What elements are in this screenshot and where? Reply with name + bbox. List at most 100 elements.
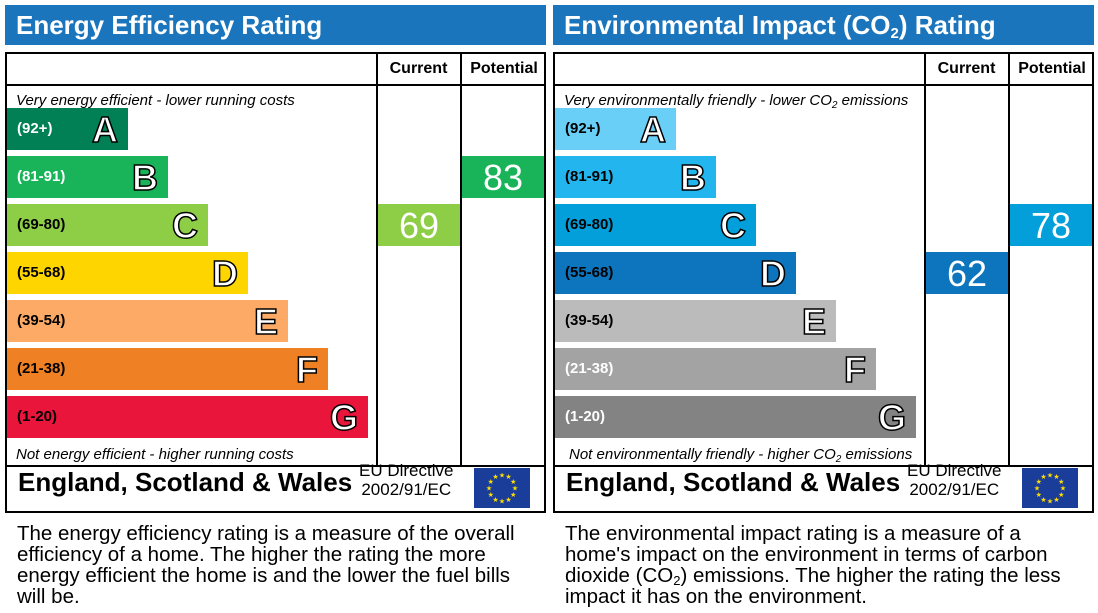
band-e: (39-54) E bbox=[7, 300, 288, 343]
band-b: (81-91) B bbox=[555, 156, 716, 199]
environmental-impact-panel: Environmental Impact (CO2) Rating Curren… bbox=[553, 5, 1094, 613]
current-header: Current bbox=[389, 60, 448, 77]
eu-star-icon: ★ bbox=[1036, 491, 1042, 499]
band-range-label: (21-38) bbox=[17, 360, 66, 377]
eu-flag-icon: ★ ★★★★★★★★★★★ bbox=[1022, 468, 1078, 508]
band-g: (1-20) G bbox=[555, 396, 916, 439]
eu-flag-background bbox=[474, 468, 530, 508]
eu-star-icon: ★ bbox=[499, 498, 505, 506]
band-range-label: (39-54) bbox=[17, 312, 66, 329]
environment-description: The environmental impact rating is a mea… bbox=[565, 523, 1090, 607]
footer-region: England, Scotland & Wales bbox=[566, 467, 901, 497]
band-letter: F bbox=[843, 348, 867, 391]
bottom-text-sub: 2 bbox=[835, 454, 842, 465]
energy-description: The energy efficiency rating is a measur… bbox=[17, 522, 515, 608]
footer-divider bbox=[7, 465, 544, 467]
eu-star-icon: ★ bbox=[1053, 496, 1059, 504]
band-range-label: (69-80) bbox=[565, 216, 614, 233]
band-letter: G bbox=[329, 396, 359, 439]
band-letter: D bbox=[211, 252, 239, 295]
eu-directive-line1: EU Directive bbox=[359, 461, 454, 480]
band-letter: A bbox=[91, 108, 119, 151]
environment-desc-before: The environmental impact rating is a mea… bbox=[565, 522, 1048, 587]
band-d: (55-68) D bbox=[7, 252, 248, 295]
band-range-label: (92+) bbox=[17, 120, 53, 137]
band-range-label: (81-91) bbox=[565, 168, 614, 185]
band-letter: E bbox=[801, 300, 827, 343]
potential-header: Potential bbox=[470, 60, 538, 77]
eu-star-icon: ★ bbox=[512, 485, 518, 493]
bottom-text-after: emissions bbox=[841, 446, 913, 463]
bottom-scale-text: Not environmentally friendly - higher CO… bbox=[569, 446, 913, 465]
band-d: (55-68) D bbox=[555, 252, 796, 295]
eu-star-icon: ★ bbox=[488, 491, 494, 499]
eu-star-icon: ★ bbox=[499, 472, 505, 480]
top-scale-text: Very energy efficient - lower running co… bbox=[16, 92, 295, 109]
band-letter: C bbox=[719, 204, 747, 247]
eu-star-icon: ★ bbox=[1047, 472, 1053, 480]
band-f: (21-38) F bbox=[7, 348, 328, 391]
eu-star-icon: ★ bbox=[505, 473, 511, 481]
eu-star-icon: ★ bbox=[492, 473, 498, 481]
environment-title-before: Environmental Impact (CO bbox=[564, 10, 891, 40]
band-letter: F bbox=[295, 348, 319, 391]
current-rating: 69 bbox=[378, 204, 460, 246]
eu-star-icon: ★ bbox=[1040, 473, 1046, 481]
eu-directive-line1: EU Directive bbox=[907, 461, 1002, 480]
environment-desc-sub: 2 bbox=[673, 573, 681, 588]
eu-directive: EU Directive 2002/91/EC bbox=[359, 461, 453, 499]
band-b: (81-91) B bbox=[7, 156, 168, 199]
band-letter: E bbox=[253, 300, 279, 343]
eu-star-icon: ★ bbox=[492, 496, 498, 504]
potential-rating: 78 bbox=[1010, 204, 1092, 246]
eu-star-icon: ★ bbox=[1058, 478, 1064, 486]
band-a: (92+) A bbox=[555, 108, 676, 151]
band-range-label: (1-20) bbox=[565, 408, 606, 425]
eu-directive: EU Directive 2002/91/EC bbox=[907, 461, 1001, 499]
band-letter: B bbox=[131, 156, 159, 199]
eu-star-icon: ★ bbox=[1040, 496, 1046, 504]
band-c: (69-80) C bbox=[555, 204, 756, 247]
bottom-scale-text: Not energy efficient - higher running co… bbox=[16, 446, 294, 463]
energy-rating-table: Current Potential Very energy efficient … bbox=[5, 52, 546, 513]
eu-star-icon: ★ bbox=[1053, 473, 1059, 481]
energy-efficiency-panel: Energy Efficiency Rating Current Potenti… bbox=[5, 5, 546, 613]
eu-star-icon: ★ bbox=[1058, 491, 1064, 499]
header-divider bbox=[555, 84, 1092, 86]
band-e: (39-54) E bbox=[555, 300, 836, 343]
band-letter: A bbox=[639, 108, 667, 151]
potential-column-divider bbox=[460, 54, 462, 465]
eu-star-icon: ★ bbox=[1034, 485, 1040, 493]
band-c: (69-80) C bbox=[7, 204, 208, 247]
band-letter: C bbox=[171, 204, 199, 247]
band-letter: B bbox=[679, 156, 707, 199]
current-header: Current bbox=[937, 60, 996, 77]
band-range-label: (69-80) bbox=[17, 216, 66, 233]
band-range-label: (92+) bbox=[565, 120, 601, 137]
current-rating: 62 bbox=[926, 252, 1008, 294]
current-column-divider bbox=[924, 54, 926, 465]
footer-divider bbox=[555, 465, 1092, 467]
environment-title-after: ) Rating bbox=[898, 10, 996, 40]
eu-star-icon: ★ bbox=[510, 478, 516, 486]
band-letter: D bbox=[759, 252, 787, 295]
potential-rating: 83 bbox=[462, 156, 544, 198]
band-range-label: (55-68) bbox=[565, 264, 614, 281]
top-text-before: Very environmentally friendly - lower CO bbox=[564, 92, 832, 109]
band-f: (21-38) F bbox=[555, 348, 876, 391]
bottom-text-before: Not environmentally friendly - higher CO bbox=[569, 446, 836, 463]
current-column-divider bbox=[376, 54, 378, 465]
environment-title-sub: 2 bbox=[890, 25, 899, 42]
eu-directive-line2: 2002/91/EC bbox=[361, 480, 452, 499]
top-text-sub: 2 bbox=[831, 100, 838, 111]
band-letter: G bbox=[877, 396, 907, 439]
top-scale-text: Very environmentally friendly - lower CO… bbox=[564, 92, 908, 111]
band-range-label: (55-68) bbox=[17, 264, 66, 281]
band-range-label: (1-20) bbox=[17, 408, 58, 425]
eu-star-icon: ★ bbox=[486, 485, 492, 493]
eu-star-icon: ★ bbox=[505, 496, 511, 504]
eu-star-icon: ★ bbox=[1036, 478, 1042, 486]
eu-star-icon: ★ bbox=[488, 478, 494, 486]
environment-rating-table: Current Potential Very environmentally f… bbox=[553, 52, 1094, 513]
header-divider bbox=[7, 84, 544, 86]
